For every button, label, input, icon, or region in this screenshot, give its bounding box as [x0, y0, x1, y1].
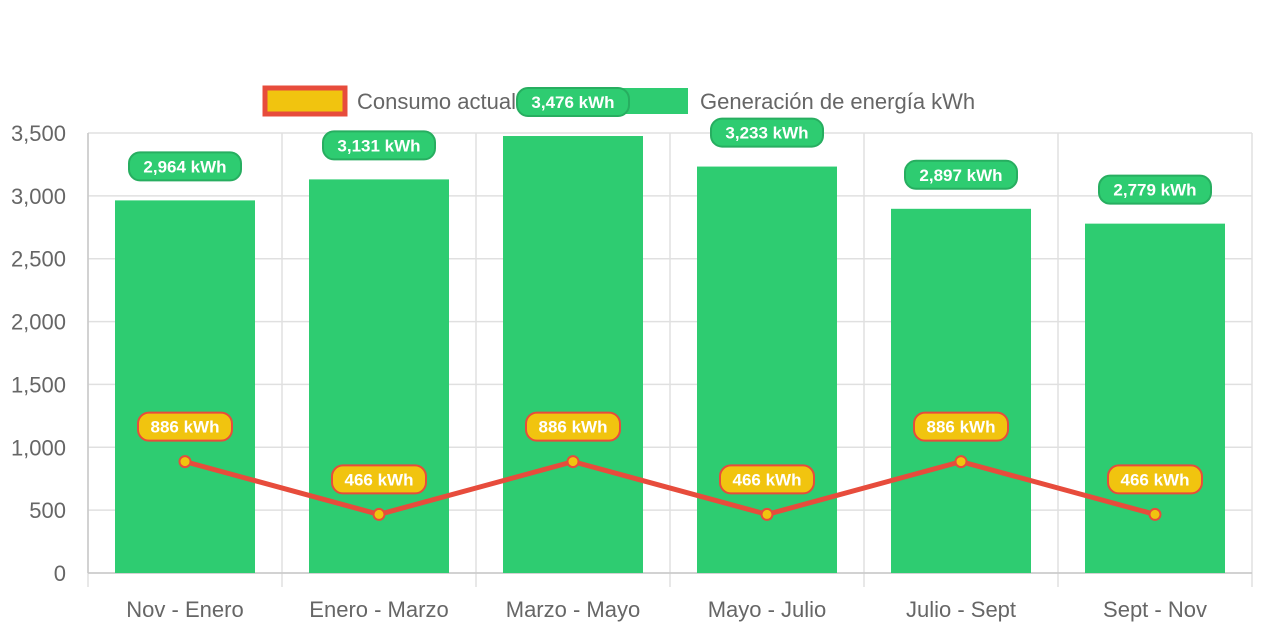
data-labels: 2,964 kWh 3,131 kWh 3,233 kWh 2,897 kWh 2,77…: [128, 117, 1212, 495]
line-data-label: 886 kWh: [913, 411, 1009, 442]
line-data-label: 466 kWh: [1107, 464, 1203, 495]
legend-item-generacion[interactable]: Generación de energía kWh: [608, 88, 975, 114]
svg-text:2,779 kWh: 2,779 kWh: [1113, 181, 1196, 200]
x-tick-label: Nov - Enero: [126, 597, 243, 622]
svg-text:466 kWh: 466 kWh: [345, 470, 414, 489]
bar[interactable]: [115, 200, 255, 573]
line-point[interactable]: [1148, 507, 1162, 521]
y-tick-label: 1,000: [11, 435, 66, 460]
bar-data-label: 3,476 kWh: [516, 87, 630, 118]
overlay-labels: 3,476 kWh: [516, 87, 630, 118]
y-tick-label: 500: [29, 498, 66, 523]
line-point[interactable]: [566, 455, 580, 469]
bar[interactable]: [891, 208, 1031, 573]
line-point[interactable]: [178, 455, 192, 469]
y-tick-label: 1,500: [11, 372, 66, 397]
x-tick-label: Marzo - Mayo: [506, 597, 640, 622]
y-tick-label: 2,000: [11, 310, 66, 335]
y-tick-label: 3,500: [11, 121, 66, 146]
x-tick-label: Sept - Nov: [1103, 597, 1207, 622]
bar[interactable]: [697, 166, 837, 573]
line-point[interactable]: [372, 507, 386, 521]
line-data-label: 466 kWh: [331, 464, 427, 495]
line-point[interactable]: [954, 455, 968, 469]
bar-data-label: 3,233 kWh: [710, 117, 824, 148]
line-point[interactable]: [760, 507, 774, 521]
consumo-line: [184, 459, 1156, 517]
bar[interactable]: [309, 179, 449, 574]
line-data-label: 886 kWh: [525, 411, 621, 442]
bar[interactable]: [503, 136, 643, 573]
svg-text:886 kWh: 886 kWh: [539, 418, 608, 437]
svg-text:466 kWh: 466 kWh: [733, 470, 802, 489]
legend-swatch-consumo: [262, 85, 348, 117]
bar-data-label: 3,131 kWh: [322, 130, 436, 161]
y-tick-label: 2,500: [11, 247, 66, 272]
svg-text:466 kWh: 466 kWh: [1121, 470, 1190, 489]
svg-text:886 kWh: 886 kWh: [151, 418, 220, 437]
line-data-label: 466 kWh: [719, 464, 815, 495]
svg-text:3,233 kWh: 3,233 kWh: [725, 124, 808, 143]
svg-text:3,131 kWh: 3,131 kWh: [337, 136, 420, 155]
legend-label-generacion: Generación de energía kWh: [700, 89, 975, 114]
line-data-label: 886 kWh: [137, 411, 233, 442]
x-tick-label: Mayo - Julio: [708, 597, 827, 622]
bar-data-label: 2,779 kWh: [1098, 174, 1212, 205]
x-tick-label: Julio - Sept: [906, 597, 1016, 622]
bar-data-label: 2,964 kWh: [128, 151, 242, 182]
svg-text:886 kWh: 886 kWh: [927, 418, 996, 437]
svg-text:2,964 kWh: 2,964 kWh: [143, 157, 226, 176]
svg-text:3,476 kWh: 3,476 kWh: [531, 93, 614, 112]
svg-text:2,897 kWh: 2,897 kWh: [919, 166, 1002, 185]
line-series: [178, 455, 1162, 521]
grid: 0 500 1,000 1,500 2,000 2,500 3,000 3,500 Nov - …: [11, 121, 1253, 622]
bar-data-label: 2,897 kWh: [904, 159, 1018, 190]
y-tick-label: 3,000: [11, 184, 66, 209]
x-tick-label: Enero - Marzo: [309, 597, 448, 622]
y-tick-label: 0: [54, 561, 66, 586]
